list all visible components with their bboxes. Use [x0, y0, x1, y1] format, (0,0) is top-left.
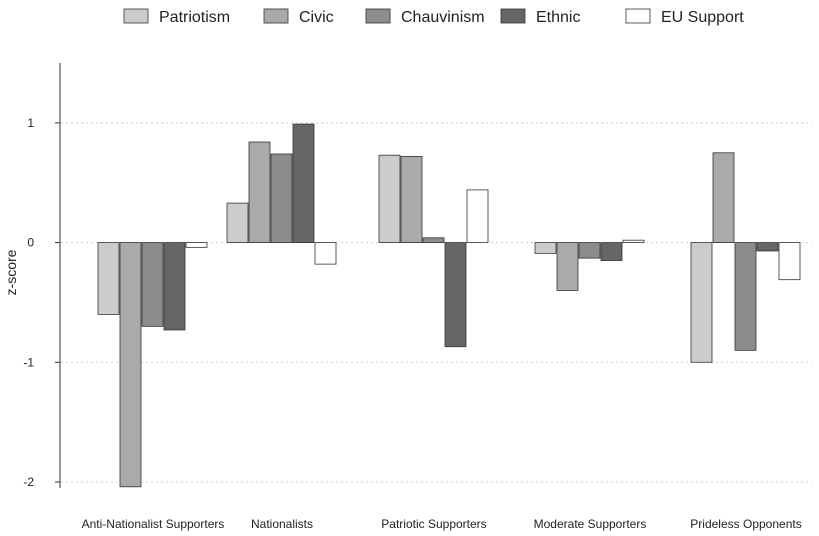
legend-swatch: [500, 8, 526, 24]
bar: [141, 242, 164, 327]
bar: [734, 242, 757, 351]
y-tick-label: 0: [27, 236, 34, 250]
legend-label: EU Support: [661, 9, 744, 26]
bar: [185, 242, 208, 248]
bar: [270, 153, 293, 243]
bar: [400, 155, 423, 243]
bar: [600, 242, 623, 261]
bar: [226, 202, 249, 243]
bar: [690, 242, 713, 363]
legend-swatch: [365, 8, 391, 24]
legend-label: Ethnic: [536, 9, 580, 26]
bar: [466, 189, 489, 243]
bar: [756, 242, 779, 252]
bar: [444, 242, 467, 348]
bar: [97, 242, 120, 315]
legend-swatch: [123, 8, 149, 24]
bar: [712, 152, 735, 243]
x-tick-label: Anti-Nationalist Supporters: [82, 517, 225, 531]
legend-swatch: [263, 8, 289, 24]
bar: [378, 154, 401, 243]
bar: [778, 242, 801, 281]
bar: [422, 237, 445, 243]
y-axis-label: z-score: [3, 249, 19, 295]
bar: [314, 242, 337, 265]
x-axis-labels: Anti-Nationalist Supporters Nationalists P…: [82, 517, 802, 531]
x-tick-label: Prideless Opponents: [690, 517, 801, 531]
bar: [578, 242, 601, 259]
legend-swatch: [625, 8, 651, 24]
y-tick-label: -2: [23, 475, 34, 489]
bar: [534, 242, 557, 254]
legend: Patriotism Civic Chauvinism Ethnic EU Suppor…: [123, 8, 744, 26]
x-tick-label: Nationalists: [251, 517, 313, 531]
bar: [248, 141, 271, 243]
y-tick-label: 1: [27, 116, 34, 130]
y-axis: -2 -1 0 1: [23, 63, 61, 489]
x-tick-label: Patriotic Supporters: [381, 517, 486, 531]
bar: [163, 242, 186, 331]
legend-label: Chauvinism: [401, 9, 485, 26]
bar: [119, 242, 142, 488]
legend-label: Civic: [299, 9, 334, 26]
bars: [97, 123, 801, 488]
y-tick-label: -1: [23, 355, 34, 369]
legend-label: Patriotism: [159, 9, 230, 26]
bar: [622, 239, 645, 243]
x-tick-label: Moderate Supporters: [534, 517, 647, 531]
bar: [292, 123, 315, 243]
bar: [556, 242, 579, 291]
